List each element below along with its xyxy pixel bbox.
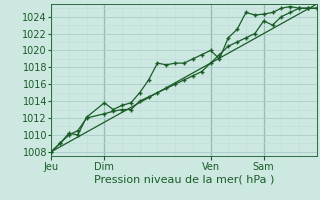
X-axis label: Pression niveau de la mer( hPa ): Pression niveau de la mer( hPa ) [94, 174, 274, 184]
